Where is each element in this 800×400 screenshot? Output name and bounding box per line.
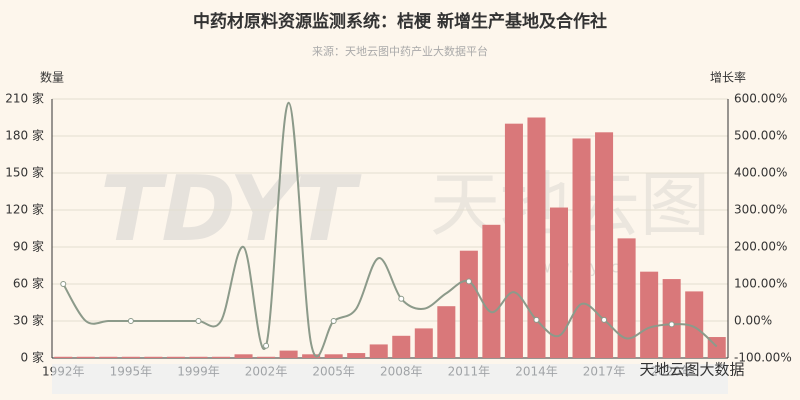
y2-tick-label: 100.00%	[734, 277, 787, 291]
badge: 天地云图大数据	[639, 361, 744, 379]
bar	[99, 356, 118, 358]
y2-axis-label: 增长率	[710, 70, 746, 85]
bar	[144, 356, 163, 358]
bar	[392, 335, 411, 358]
line-point	[398, 295, 405, 302]
line-point	[127, 318, 134, 324]
bar	[662, 279, 681, 358]
y-tick-label: 180 家	[5, 128, 44, 143]
bar	[527, 117, 546, 358]
y2-tick-label: -100.00%	[734, 351, 792, 365]
line-point	[465, 278, 472, 285]
plot-area: 0 家 30 家 60 家 90 家 120 家 150 家 180 家 210 家 -100.…	[5, 91, 791, 379]
bar	[121, 356, 140, 358]
line	[62, 101, 718, 358]
y2-tick-label: 500.00%	[734, 129, 787, 143]
y-tick-label: 90 家	[13, 239, 44, 254]
bar	[617, 238, 636, 358]
bar	[437, 306, 456, 358]
zoom-slider[interactable]	[52, 364, 728, 394]
chart-subtitle: 来源：天地云图中药产业大数据平台	[312, 44, 488, 58]
chart-title: 中药材原料资源监测系统：桔梗 新增生产基地及合作社	[193, 11, 607, 32]
line-point	[60, 281, 67, 287]
y2-tick-label: 200.00%	[734, 240, 787, 254]
bar	[279, 350, 298, 358]
bar	[482, 224, 501, 358]
y2-tick-label: 0.00%	[734, 314, 772, 328]
bar	[189, 356, 208, 358]
bar	[211, 356, 231, 358]
y-tick-label: 30 家	[13, 313, 44, 328]
bar	[640, 271, 659, 358]
bar	[257, 356, 276, 358]
bar	[369, 344, 388, 358]
line-point	[668, 321, 675, 328]
bar	[549, 207, 569, 358]
y2-tick-label: 600.00%	[734, 92, 787, 106]
y-tick-label: 120 家	[5, 202, 44, 217]
watermark: 天地云图	[430, 164, 710, 246]
y-tick-label: 150 家	[5, 165, 44, 180]
watermark-logo: TDYT	[100, 157, 362, 262]
y2-tick-label: 400.00%	[734, 166, 787, 180]
bar	[414, 328, 433, 358]
y-axis-label: 数量	[40, 70, 64, 85]
line-point	[263, 342, 270, 349]
bar	[76, 356, 95, 358]
bar	[324, 354, 343, 358]
y-tick-label: 210 家	[5, 91, 44, 106]
bar	[347, 353, 366, 358]
line-point	[330, 318, 337, 324]
y-tick-label: 60 家	[13, 276, 44, 291]
y2-tick-label: 300.00%	[734, 203, 787, 217]
bar	[459, 250, 478, 358]
bar	[234, 354, 253, 358]
bar	[166, 356, 185, 358]
bar	[595, 132, 614, 358]
bar	[685, 291, 704, 358]
line-point	[195, 318, 202, 324]
bar	[572, 138, 591, 358]
bar	[504, 123, 523, 359]
y-tick-label: 0 家	[21, 350, 44, 365]
bar	[302, 354, 321, 358]
bar	[54, 356, 73, 358]
line-point	[601, 316, 608, 323]
line-point	[533, 316, 540, 323]
